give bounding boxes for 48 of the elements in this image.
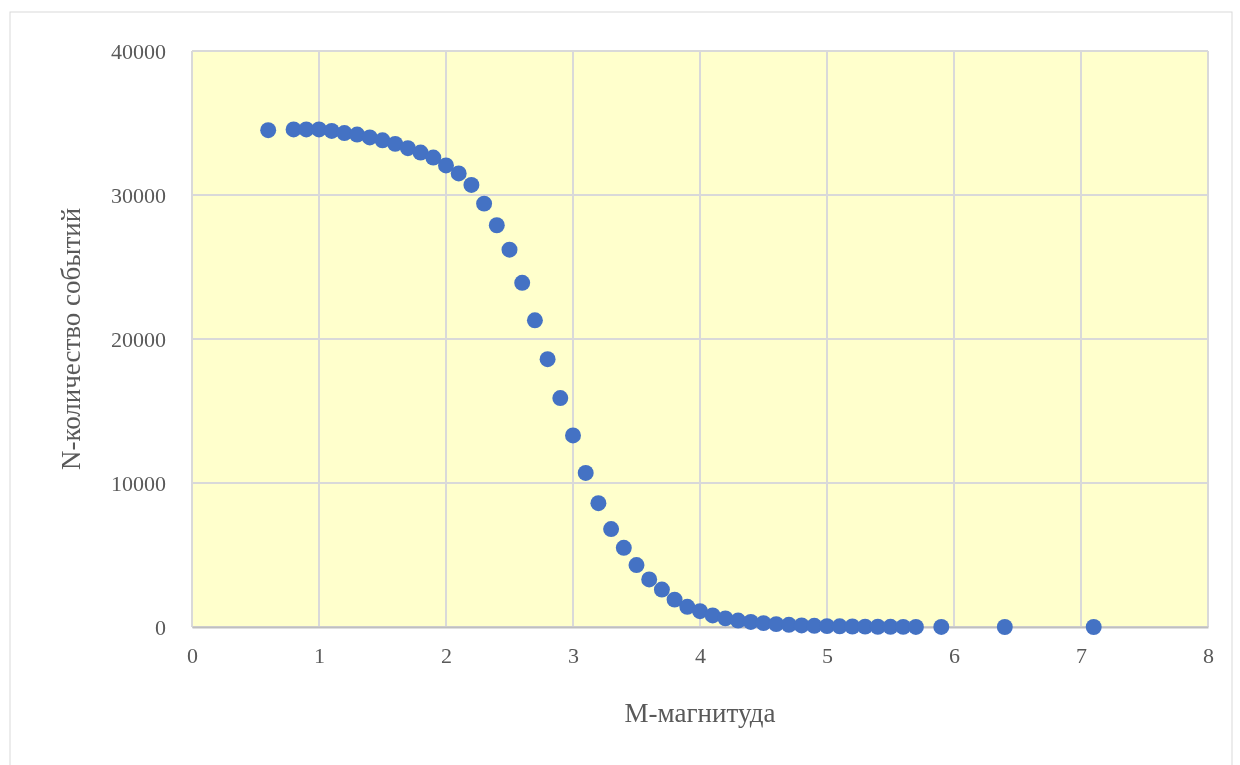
point	[450, 165, 467, 182]
point	[552, 390, 569, 406]
x-tick-label: 4	[695, 642, 706, 668]
point	[501, 241, 518, 258]
y-tick-label: 30000	[111, 182, 166, 208]
point	[603, 521, 620, 538]
point	[565, 427, 581, 444]
point	[653, 581, 670, 598]
point	[463, 176, 480, 193]
point	[590, 495, 607, 512]
x-tick-label: 6	[949, 642, 960, 668]
point	[577, 464, 594, 481]
point	[615, 539, 632, 556]
y-tick-label: 20000	[111, 326, 166, 352]
y-axis-title: N-количество событий	[56, 207, 86, 471]
x-tick-label: 0	[187, 642, 198, 668]
point	[514, 274, 531, 291]
point	[438, 157, 454, 174]
point	[679, 598, 696, 615]
point	[260, 122, 277, 139]
point	[412, 144, 429, 161]
point	[666, 591, 683, 608]
point	[476, 195, 493, 212]
x-tick-label: 5	[822, 642, 833, 668]
x-tick-label: 3	[568, 642, 579, 668]
point	[628, 557, 645, 574]
y-tick-label: 10000	[111, 470, 166, 496]
x-tick-label: 2	[441, 642, 452, 668]
point	[488, 217, 505, 234]
y-tick-label: 0	[155, 614, 166, 640]
point	[399, 140, 416, 157]
point	[641, 571, 658, 588]
point	[1085, 619, 1102, 635]
point	[692, 603, 708, 620]
x-tick-label: 8	[1203, 642, 1214, 668]
point	[933, 618, 950, 635]
y-tick-label: 40000	[111, 38, 166, 64]
x-tick-label: 7	[1076, 642, 1087, 668]
point	[526, 312, 543, 329]
point	[539, 351, 556, 368]
point	[361, 129, 378, 146]
x-tick-label: 1	[314, 642, 325, 668]
point	[349, 126, 366, 143]
x-axis-title: M-магнитуда	[624, 698, 776, 728]
point	[907, 618, 924, 635]
point	[387, 135, 404, 152]
point	[425, 149, 442, 166]
point	[996, 619, 1013, 635]
